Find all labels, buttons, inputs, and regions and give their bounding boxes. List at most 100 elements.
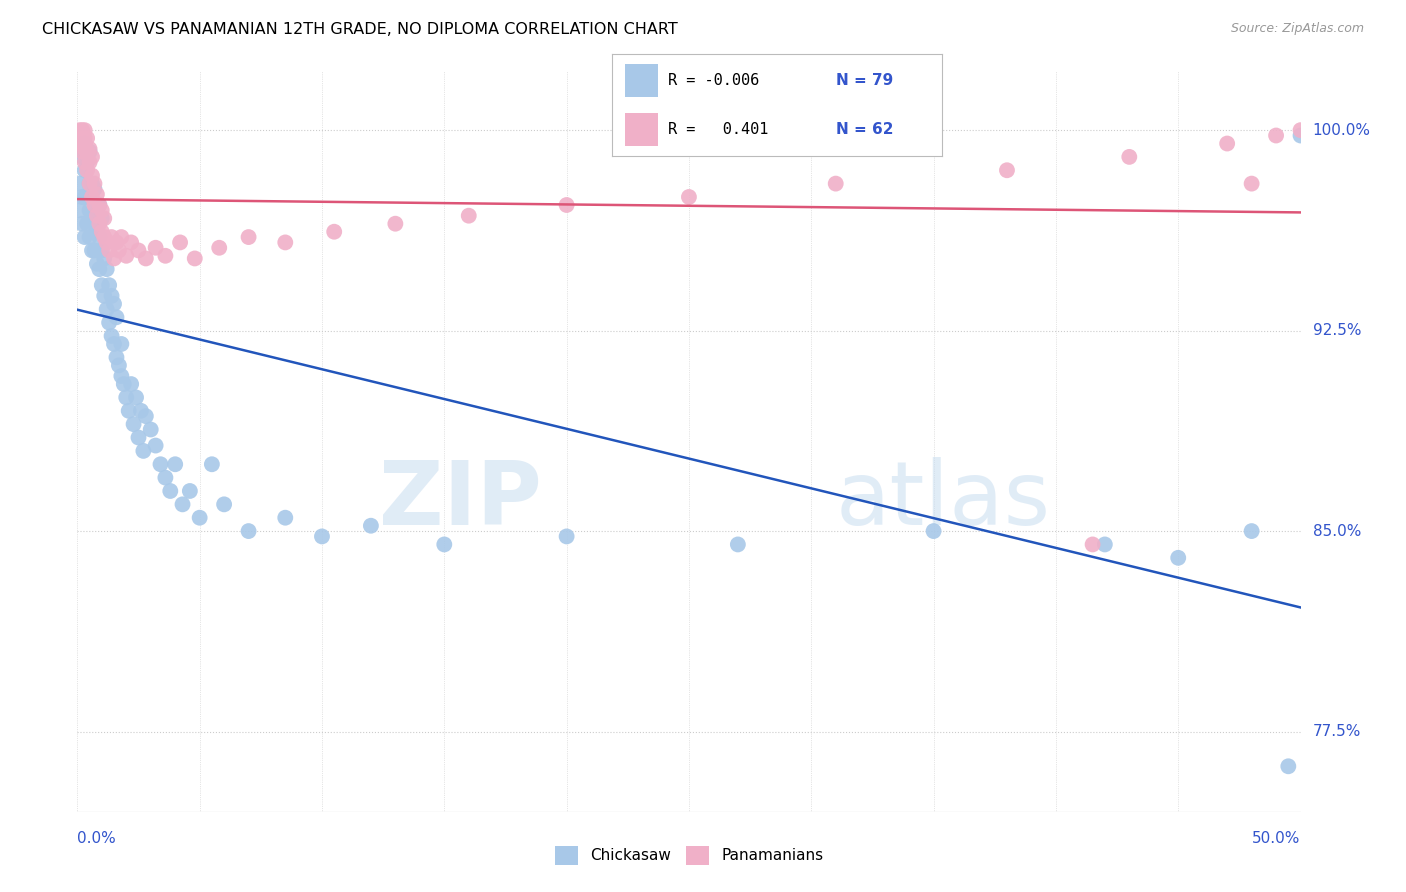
Point xyxy=(86,209,108,223)
Point xyxy=(208,241,231,255)
Point xyxy=(73,163,96,178)
Point xyxy=(1094,537,1116,551)
Point xyxy=(120,235,142,250)
Text: 0.0%: 0.0% xyxy=(77,831,117,846)
Point xyxy=(145,241,167,255)
Point xyxy=(73,136,96,151)
Point xyxy=(80,177,103,191)
Point xyxy=(125,391,148,405)
Point xyxy=(76,217,98,231)
Point xyxy=(86,257,108,271)
Point xyxy=(73,131,96,145)
Point xyxy=(83,244,105,258)
Point xyxy=(76,190,98,204)
Point xyxy=(103,252,125,266)
Point xyxy=(824,177,846,191)
Point xyxy=(96,302,118,317)
Point xyxy=(100,329,122,343)
Point xyxy=(76,145,98,159)
Text: 100.0%: 100.0% xyxy=(1313,123,1371,137)
Point xyxy=(122,417,145,432)
Point xyxy=(86,222,108,236)
Point xyxy=(80,169,103,183)
Point xyxy=(115,391,138,405)
Point xyxy=(115,249,138,263)
Point xyxy=(1167,550,1189,565)
Point xyxy=(129,404,152,418)
Point xyxy=(90,203,112,218)
Point xyxy=(105,235,128,250)
Point xyxy=(112,377,135,392)
Point xyxy=(69,123,91,137)
Point xyxy=(80,209,103,223)
Point xyxy=(188,510,211,524)
Point xyxy=(103,297,125,311)
Point xyxy=(110,369,132,384)
Point xyxy=(70,217,93,231)
Point xyxy=(83,198,105,212)
Point xyxy=(159,483,181,498)
Bar xyxy=(624,64,658,96)
Text: atlas: atlas xyxy=(835,458,1050,544)
Point xyxy=(89,230,111,244)
Point xyxy=(98,244,121,258)
Point xyxy=(89,198,111,212)
Point xyxy=(96,235,118,250)
Point xyxy=(555,198,578,212)
Point xyxy=(184,252,207,266)
Point xyxy=(90,211,112,226)
Point xyxy=(73,136,96,151)
Point xyxy=(79,230,101,244)
Point xyxy=(73,230,96,244)
Point xyxy=(90,244,112,258)
Text: 92.5%: 92.5% xyxy=(1313,323,1361,338)
Point xyxy=(80,150,103,164)
Point xyxy=(274,510,297,524)
Text: R =   0.401: R = 0.401 xyxy=(668,122,768,137)
Point xyxy=(127,244,149,258)
Point xyxy=(555,529,578,543)
Point xyxy=(118,404,141,418)
Point xyxy=(98,316,121,330)
Text: R = -0.006: R = -0.006 xyxy=(668,72,759,87)
Point xyxy=(1289,128,1312,143)
Point xyxy=(323,225,346,239)
Point xyxy=(76,131,98,145)
Point xyxy=(89,217,111,231)
Point xyxy=(135,409,157,424)
Point xyxy=(93,211,115,226)
Text: 77.5%: 77.5% xyxy=(1313,724,1361,739)
Point xyxy=(96,262,118,277)
Point xyxy=(69,203,91,218)
Point xyxy=(73,155,96,169)
Point xyxy=(1081,537,1104,551)
Text: CHICKASAW VS PANAMANIAN 12TH GRADE, NO DIPLOMA CORRELATION CHART: CHICKASAW VS PANAMANIAN 12TH GRADE, NO D… xyxy=(42,22,678,37)
Point xyxy=(127,431,149,445)
Bar xyxy=(624,113,658,145)
Point xyxy=(93,252,115,266)
Point xyxy=(76,155,98,169)
Point xyxy=(678,190,700,204)
Text: 50.0%: 50.0% xyxy=(1253,831,1301,846)
Point xyxy=(79,145,101,159)
Point xyxy=(132,443,155,458)
Point xyxy=(70,150,93,164)
Point xyxy=(149,457,172,471)
Point xyxy=(360,518,382,533)
Point xyxy=(1216,136,1239,151)
Point xyxy=(69,136,91,151)
Point xyxy=(100,230,122,244)
Text: ZIP: ZIP xyxy=(380,458,543,544)
Point xyxy=(145,438,167,452)
Point xyxy=(70,136,93,151)
Point xyxy=(83,177,105,191)
Point xyxy=(80,244,103,258)
Point xyxy=(727,537,749,551)
Text: Source: ZipAtlas.com: Source: ZipAtlas.com xyxy=(1230,22,1364,36)
Point xyxy=(110,337,132,351)
Point xyxy=(79,203,101,218)
Point xyxy=(201,457,224,471)
Point xyxy=(70,123,93,137)
Point xyxy=(238,524,260,538)
Point xyxy=(70,145,93,159)
